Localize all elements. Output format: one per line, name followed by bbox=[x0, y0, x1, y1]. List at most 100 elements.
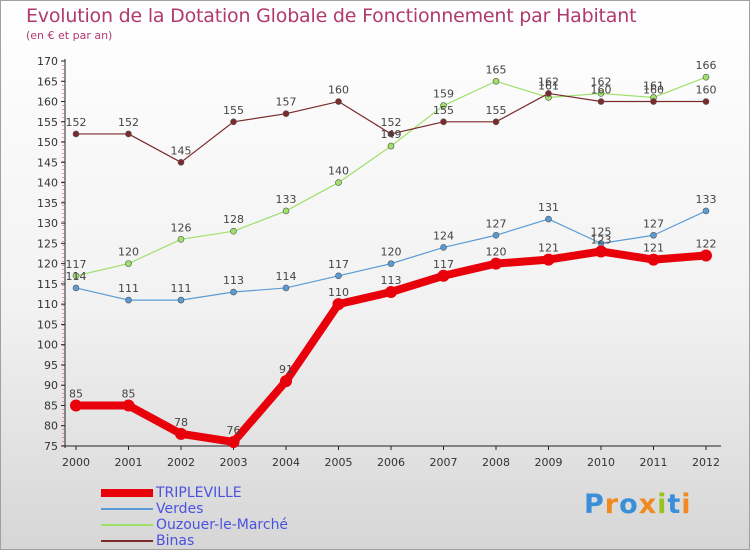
point-binas bbox=[492, 118, 500, 126]
data-label-verdes: 114 bbox=[66, 270, 87, 283]
legend-swatch bbox=[101, 540, 153, 542]
y-tick-label: 160 bbox=[37, 96, 58, 109]
y-tick-label: 155 bbox=[37, 116, 58, 129]
data-label-verdes: 125 bbox=[591, 225, 612, 238]
y-tick-label: 95 bbox=[44, 359, 58, 372]
point-tripleville bbox=[280, 375, 292, 388]
y-tick-label: 130 bbox=[37, 217, 58, 230]
data-label-binas: 155 bbox=[223, 104, 244, 117]
point-ouzouer-le-marche bbox=[387, 142, 395, 150]
x-tick-label: 2009 bbox=[535, 456, 563, 469]
point-ouzouer-le-marche bbox=[230, 227, 237, 235]
y-tick-label: 75 bbox=[44, 440, 58, 453]
legend-item-verdes: Verdes bbox=[101, 501, 361, 517]
point-ouzouer-le-marche bbox=[597, 90, 605, 97]
data-label-verdes: 111 bbox=[118, 282, 139, 295]
chart-subtitle: (en € et par an) bbox=[26, 29, 113, 42]
point-binas bbox=[387, 130, 395, 138]
data-label-ouzouer-le-marche: 161 bbox=[538, 79, 559, 92]
data-label-tripleville: 110 bbox=[328, 286, 349, 299]
data-label-binas: 152 bbox=[66, 116, 87, 129]
data-label-verdes: 113 bbox=[223, 274, 244, 287]
point-ouzouer-le-marche bbox=[177, 236, 185, 243]
point-tripleville bbox=[175, 427, 187, 440]
point-ouzouer-le-marche bbox=[492, 77, 500, 85]
point-tripleville bbox=[437, 269, 450, 282]
data-label-ouzouer-le-marche: 165 bbox=[486, 63, 507, 76]
data-label-verdes: 127 bbox=[643, 217, 664, 230]
data-label-tripleville: 120 bbox=[486, 246, 507, 259]
data-label-ouzouer-le-marche: 162 bbox=[591, 75, 612, 88]
legend-swatch bbox=[101, 524, 153, 526]
point-verdes bbox=[440, 244, 447, 251]
point-verdes bbox=[335, 272, 342, 280]
data-label-binas: 157 bbox=[276, 96, 297, 109]
data-label-tripleville: 117 bbox=[433, 258, 454, 271]
data-label-verdes: 114 bbox=[276, 270, 297, 283]
y-tick-label: 125 bbox=[37, 237, 58, 250]
point-ouzouer-le-marche bbox=[440, 102, 447, 109]
y-tick-label: 170 bbox=[37, 55, 58, 68]
point-tripleville bbox=[385, 286, 397, 298]
point-verdes bbox=[492, 231, 500, 239]
y-tick-label: 90 bbox=[44, 379, 58, 392]
legend-label: Verdes bbox=[156, 501, 204, 517]
logo-letter: o bbox=[619, 489, 639, 520]
data-label-ouzouer-le-marche: 149 bbox=[381, 128, 402, 141]
x-tick-label: 2007 bbox=[430, 456, 458, 469]
data-label-binas: 145 bbox=[171, 144, 192, 157]
data-label-tripleville: 85 bbox=[69, 387, 83, 400]
y-tick-label: 135 bbox=[37, 197, 58, 210]
data-label-tripleville: 123 bbox=[591, 233, 612, 246]
data-label-ouzouer-le-marche: 161 bbox=[643, 79, 664, 92]
legend-label: Ouzouer-le-Marché bbox=[156, 517, 289, 533]
y-tick-label: 165 bbox=[37, 75, 58, 88]
data-label-binas: 152 bbox=[381, 116, 402, 129]
data-label-binas: 160 bbox=[696, 84, 717, 97]
chart-title: Evolution de la Dotation Globale de Fonc… bbox=[26, 5, 637, 27]
data-label-verdes: 127 bbox=[486, 217, 507, 230]
point-verdes bbox=[72, 284, 80, 292]
data-label-tripleville: 113 bbox=[381, 274, 402, 287]
point-ouzouer-le-marche bbox=[282, 207, 290, 215]
data-label-ouzouer-le-marche: 140 bbox=[328, 165, 349, 178]
point-binas bbox=[335, 98, 342, 105]
data-label-binas: 160 bbox=[591, 84, 612, 97]
series-layer bbox=[70, 73, 712, 448]
data-label-ouzouer-le-marche: 159 bbox=[433, 88, 454, 101]
legend-swatch bbox=[101, 489, 153, 497]
point-verdes bbox=[282, 284, 290, 292]
point-ouzouer-le-marche bbox=[702, 73, 710, 81]
data-label-ouzouer-le-marche: 117 bbox=[66, 258, 87, 271]
data-label-verdes: 131 bbox=[538, 201, 559, 214]
proxiti-logo: Proxiti bbox=[584, 489, 692, 520]
legend-swatch bbox=[101, 508, 153, 510]
y-tick-label: 120 bbox=[37, 258, 58, 271]
data-label-binas: 160 bbox=[643, 84, 664, 97]
x-tick-label: 2012 bbox=[692, 456, 720, 469]
point-ouzouer-le-marche bbox=[125, 260, 132, 267]
y-tick-label: 115 bbox=[37, 278, 58, 291]
logo-letter: i bbox=[657, 489, 668, 520]
data-label-verdes: 111 bbox=[171, 282, 192, 295]
legend-item-ouzouer-le-marche: Ouzouer-le-Marché bbox=[101, 517, 361, 533]
x-tick-label: 2008 bbox=[482, 456, 510, 469]
point-verdes bbox=[125, 296, 132, 304]
data-label-ouzouer-le-marche: 133 bbox=[276, 193, 297, 206]
data-label-ouzouer-le-marche: 120 bbox=[118, 246, 139, 259]
data-label-binas: 155 bbox=[433, 104, 454, 117]
data-label-tripleville: 121 bbox=[643, 242, 664, 255]
logo-letter: x bbox=[638, 489, 658, 520]
point-verdes bbox=[650, 231, 657, 239]
x-tick-label: 2002 bbox=[167, 456, 195, 469]
axes: 75 80 85 90 95 100 105 110 115 120 125 130 135 140 145… bbox=[37, 55, 721, 469]
logo-letter: r bbox=[604, 489, 620, 520]
y-tick-label: 85 bbox=[44, 399, 58, 412]
legend-label: Binas bbox=[156, 533, 195, 549]
x-tick-label: 2003 bbox=[220, 456, 248, 469]
y-tick-label: 110 bbox=[37, 298, 58, 311]
point-tripleville bbox=[542, 253, 555, 266]
x-tick-label: 2006 bbox=[377, 456, 405, 469]
x-tick-label: 2005 bbox=[325, 456, 353, 469]
data-label-tripleville: 76 bbox=[227, 424, 241, 437]
